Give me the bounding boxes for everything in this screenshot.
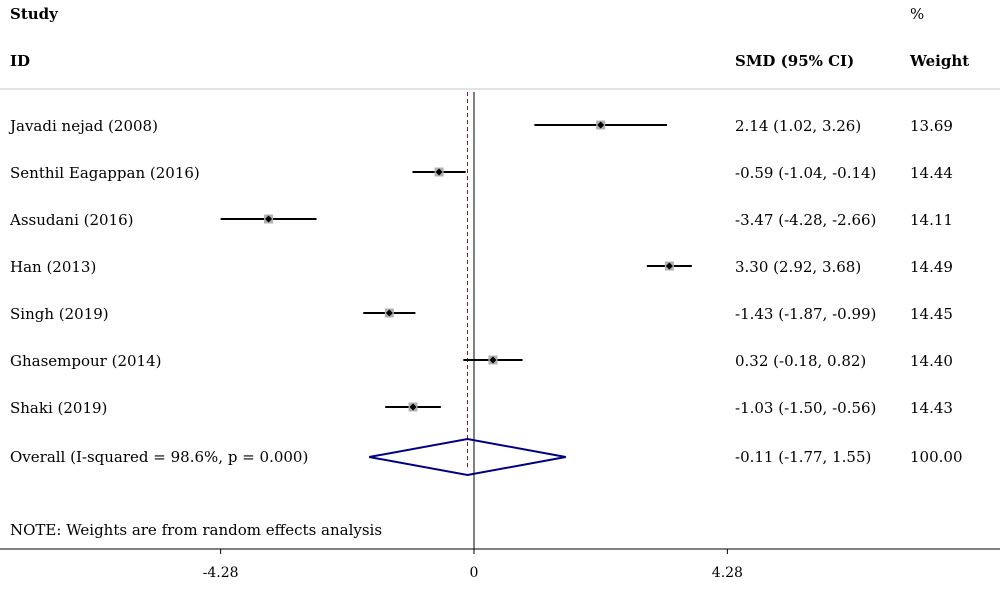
- study-label: Senthil Eagappan (2016): [10, 164, 200, 182]
- study-label: Ghasempour (2014): [10, 352, 162, 370]
- study-label: Javadi nejad (2008): [10, 117, 158, 135]
- overall-ci-text: -0.11 (-1.77, 1.55): [735, 448, 872, 466]
- point-estimate-marker: [435, 168, 443, 176]
- study-ci-text: -1.43 (-1.87, -0.99): [735, 305, 877, 323]
- overall-label: Overall (I-squared = 98.6%, p = 0.000): [10, 448, 309, 466]
- study-label: Han (2013): [10, 258, 97, 276]
- x-tick-label: 4.28: [712, 565, 743, 581]
- point-estimate-marker: [385, 309, 393, 317]
- point-estimate-marker: [489, 356, 497, 364]
- study-weight-text: 14.40: [910, 352, 953, 370]
- overall-diamond: [369, 437, 566, 477]
- x-tick-label: -4.28: [203, 565, 239, 581]
- point-estimate-marker: [265, 215, 273, 223]
- column-header-percent: %: [910, 5, 925, 23]
- study-label: Singh (2019): [10, 305, 109, 323]
- point-estimate-marker: [597, 121, 605, 129]
- point-estimate-marker: [665, 262, 673, 270]
- study-weight-text: 14.43: [910, 399, 953, 417]
- study-weight-text: 14.49: [910, 258, 953, 276]
- study-label: Shaki (2019): [10, 399, 108, 417]
- overall-weight-text: 100.00: [910, 448, 963, 466]
- study-ci-text: 2.14 (1.02, 3.26): [735, 117, 862, 135]
- study-weight-text: 14.45: [910, 305, 953, 323]
- study-ci-text: 3.30 (2.92, 3.68): [735, 258, 862, 276]
- study-ci-text: -3.47 (-4.28, -2.66): [735, 211, 877, 229]
- study-weight-text: 13.69: [910, 117, 953, 135]
- x-tick-label: 0: [470, 565, 479, 581]
- point-estimate-marker: [409, 403, 417, 411]
- column-header-smd-ci: SMD (95% CI): [735, 52, 855, 70]
- study-label: Assudani (2016): [10, 211, 134, 229]
- column-header-weight: Weight: [910, 52, 970, 70]
- study-weight-text: 14.44: [910, 164, 953, 182]
- study-ci-text: 0.32 (-0.18, 0.82): [735, 352, 867, 370]
- study-weight-text: 14.11: [910, 211, 953, 229]
- footnote: NOTE: Weights are from random effects an…: [10, 521, 383, 539]
- column-header-study: Study: [10, 5, 58, 23]
- study-ci-text: -0.59 (-1.04, -0.14): [735, 164, 877, 182]
- column-header-id: ID: [10, 52, 31, 70]
- study-ci-text: -1.03 (-1.50, -0.56): [735, 399, 877, 417]
